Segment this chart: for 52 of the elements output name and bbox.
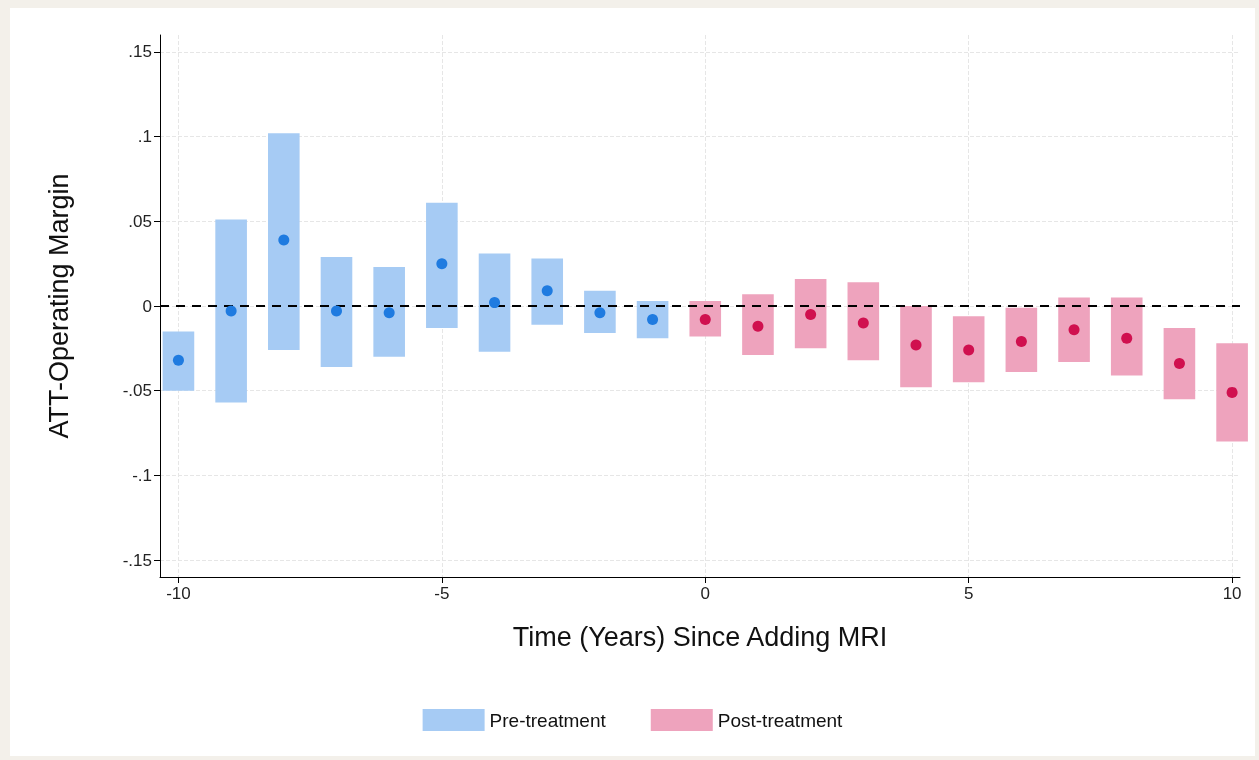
point — [225, 305, 237, 317]
y-tick-label: -.1 — [132, 465, 152, 485]
bar — [426, 202, 458, 329]
bar — [1163, 328, 1196, 400]
bar — [847, 282, 880, 361]
bar — [1005, 307, 1038, 373]
point — [910, 339, 922, 351]
bar — [742, 294, 774, 356]
y-tick-label: -.05 — [122, 381, 152, 401]
point — [1173, 358, 1185, 370]
bar — [1216, 343, 1248, 442]
bar — [900, 306, 932, 388]
point — [857, 317, 869, 329]
point — [172, 354, 184, 366]
x-tick-label: 0 — [700, 584, 710, 603]
x-tick-label: 10 — [1222, 584, 1242, 603]
legend-label: Pre-treatment — [489, 709, 607, 731]
bar — [952, 316, 985, 383]
bar — [162, 331, 195, 391]
y-tick-label: .15 — [128, 42, 152, 62]
point — [331, 305, 342, 317]
point — [963, 344, 975, 356]
y-tick-label: 0 — [142, 296, 152, 316]
legend-label: Post-treatment — [717, 709, 844, 731]
point — [436, 258, 448, 270]
point — [1121, 332, 1133, 344]
bar — [794, 278, 827, 349]
y-tick-label: .05 — [128, 211, 152, 231]
bar — [268, 133, 300, 351]
y-axis-title: ATT-Operating Margin — [43, 173, 74, 439]
point — [541, 285, 553, 297]
point — [489, 297, 501, 309]
point — [383, 307, 395, 319]
point — [1015, 336, 1027, 348]
x-tick-label: -5 — [434, 584, 450, 603]
bar — [1058, 297, 1090, 362]
point — [278, 234, 290, 246]
point — [752, 320, 764, 332]
point — [805, 308, 817, 320]
bar — [478, 253, 511, 352]
point — [1226, 386, 1238, 398]
bar — [320, 256, 353, 367]
x-tick-label: 5 — [963, 584, 974, 603]
y-tick-label: .1 — [137, 127, 152, 147]
y-tick-label: -.15 — [122, 550, 152, 570]
x-axis-title: Time (Years) Since Adding MRI — [512, 621, 888, 652]
bar — [1110, 297, 1143, 376]
bar — [373, 267, 405, 357]
bar — [531, 258, 564, 325]
bar — [215, 219, 247, 403]
x-tick-label: -10 — [166, 584, 191, 603]
point — [1068, 324, 1080, 336]
